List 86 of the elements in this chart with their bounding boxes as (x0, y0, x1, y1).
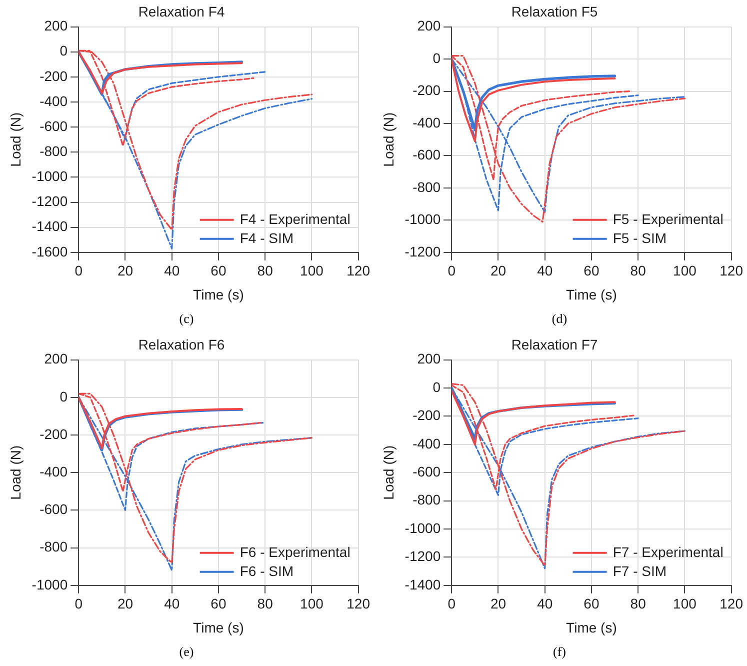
y-tick-label: -800 (40, 142, 68, 159)
y-tick-label: -1000 (404, 211, 441, 228)
y-tick-label: 200 (417, 350, 441, 367)
y-tick-label: 200 (417, 18, 441, 34)
y-tick-label: -800 (412, 492, 441, 508)
x-tick-label: 80 (257, 262, 274, 279)
x-tick-label: 120 (346, 262, 370, 279)
y-tick-label: -800 (412, 178, 441, 195)
chart-title: Relaxation F6 (138, 336, 225, 352)
y-tick-label: -1000 (404, 520, 441, 536)
x-tick-label: 120 (346, 596, 370, 612)
x-tick-label: 100 (300, 596, 324, 612)
x-tick-label: 120 (720, 596, 744, 612)
y-tick-label: -1200 (32, 193, 68, 210)
x-tick-label: 20 (117, 596, 134, 612)
y-tick-label: 0 (432, 50, 441, 66)
x-tick-label: 0 (448, 596, 456, 612)
x-tick-label: 0 (74, 262, 83, 279)
x-tick-label: 120 (720, 262, 744, 279)
y-tick-label: -200 (40, 426, 68, 442)
y-tick-label: -400 (412, 114, 441, 130)
y-tick-label: -1400 (32, 218, 68, 234)
x-axis-title: Time (s) (566, 286, 617, 302)
chart-title: Relaxation F5 (511, 3, 598, 20)
y-tick-label: 0 (60, 388, 68, 404)
x-tick-label: 0 (448, 262, 456, 279)
chart-title: Relaxation F4 (138, 3, 225, 20)
x-tick-label: 80 (630, 262, 646, 279)
x-tick-label: 100 (673, 596, 697, 612)
y-tick-label: -1400 (404, 576, 441, 592)
y-tick-label: -1200 (404, 243, 441, 260)
y-tick-label: -400 (412, 435, 441, 452)
legend-label: F5 - SIM (612, 230, 667, 246)
y-tick-label: -400 (40, 463, 68, 480)
x-tick-label: 60 (584, 596, 600, 612)
y-tick-label: -200 (412, 82, 441, 98)
text: (f) (552, 643, 567, 661)
x-axis-title: Time (s) (566, 619, 617, 636)
legend-label: F5 - Experimental (612, 210, 724, 227)
legend-label: F6 - SIM (240, 562, 294, 579)
x-axis-title: Time (s) (193, 286, 244, 302)
legend-label: F6 - Experimental (240, 544, 350, 560)
y-tick-label: -200 (412, 407, 441, 424)
x-tick-label: 100 (300, 262, 324, 279)
y-tick-label: 200 (44, 18, 68, 34)
y-tick-label: -1000 (32, 168, 68, 184)
y-tick-label: -1200 (404, 548, 441, 564)
legend-label: F4 - SIM (240, 230, 294, 246)
x-tick-label: 0 (74, 596, 83, 612)
y-tick-label: 0 (60, 42, 68, 59)
legend-label: F7 - Experimental (612, 544, 724, 560)
x-axis-title: Time (s) (193, 619, 244, 636)
x-tick-label: 40 (537, 596, 553, 612)
chart-title: Relaxation F7 (511, 336, 598, 352)
x-tick-label: 100 (673, 262, 697, 279)
x-tick-label: 80 (257, 596, 274, 612)
text: (d) (550, 310, 568, 328)
y-tick-label: -600 (40, 118, 68, 134)
x-tick-label: 20 (490, 596, 506, 612)
y-tick-label: -400 (40, 92, 68, 109)
x-tick-label: 40 (537, 262, 553, 279)
y-axis-title: Load (N) (380, 445, 396, 500)
y-tick-label: -800 (40, 538, 68, 555)
x-tick-label: 40 (164, 262, 180, 279)
y-tick-label: -200 (40, 68, 68, 84)
x-tick-label: 20 (490, 262, 506, 279)
x-tick-label: 60 (210, 596, 226, 612)
y-axis-title: Load (N) (7, 112, 24, 167)
legend-label: F4 - Experimental (240, 210, 350, 227)
y-tick-label: -600 (412, 463, 441, 480)
x-tick-label: 60 (210, 262, 226, 279)
y-tick-label: -600 (412, 146, 441, 163)
y-axis-title: Load (N) (7, 445, 24, 500)
y-axis-title: Load (N) (380, 112, 396, 167)
x-tick-label: 60 (584, 262, 600, 279)
x-tick-label: 80 (630, 596, 646, 612)
text: (c) (178, 310, 195, 328)
x-tick-label: 20 (117, 262, 134, 279)
legend-label: F7 - SIM (612, 562, 667, 579)
y-tick-label: 200 (44, 350, 68, 367)
y-tick-label: -600 (40, 501, 68, 518)
y-tick-label: -1600 (32, 243, 68, 260)
text: (e) (178, 643, 195, 661)
y-tick-label: 0 (432, 378, 441, 395)
x-tick-label: 40 (164, 596, 180, 612)
y-tick-label: -1000 (32, 576, 68, 592)
